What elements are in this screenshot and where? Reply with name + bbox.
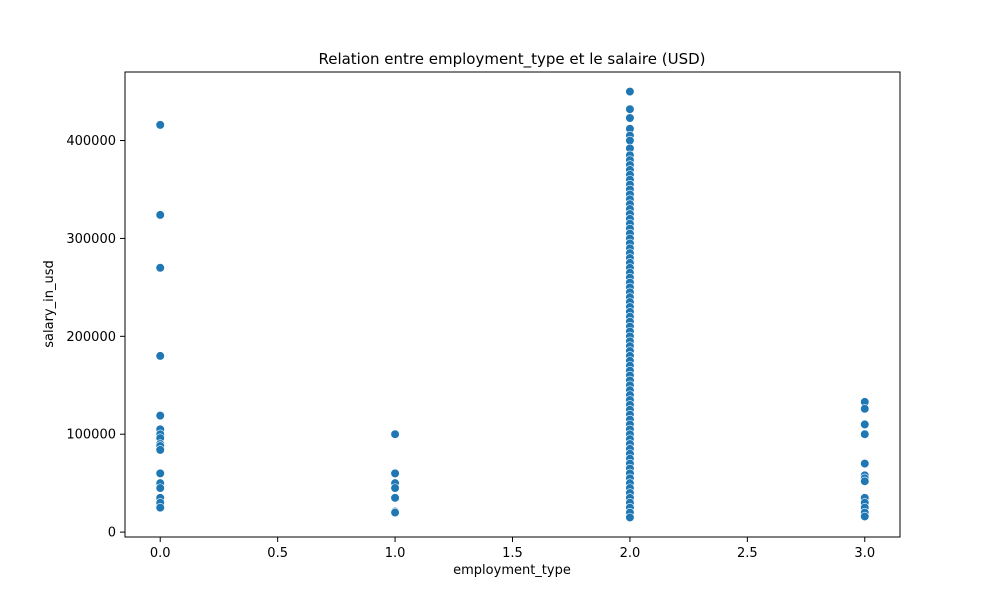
y-axis-label: salary_in_usd [42,260,57,347]
data-point [390,507,400,518]
data-point [625,135,635,146]
data-point [390,483,400,493]
x-tick-label: 0.0 [150,546,171,561]
y-tick-label: 200000 [66,330,116,345]
x-tick-label: 1.5 [502,546,523,561]
data-point [155,263,165,273]
data-points [155,86,870,523]
data-point [625,104,635,114]
x-axis-label: employment_type [453,563,571,578]
chart-title: Relation entre employment_type et le sal… [318,50,705,69]
data-point [390,429,400,439]
data-point [390,493,400,503]
data-point [155,445,165,455]
data-point [860,429,870,439]
data-point [155,411,165,421]
y-tick-label: 300000 [66,232,116,247]
y-tick-label: 100000 [66,428,116,443]
data-point [860,476,870,486]
plot-area [125,72,900,537]
y-tick-label: 0 [108,526,116,541]
x-tick-label: 2.0 [620,546,641,561]
y-axis-ticks: 0 100000 200000 300000 400000 [66,134,125,541]
x-tick-label: 3.0 [854,546,875,561]
data-point [390,468,400,478]
data-point [155,210,165,220]
data-point [860,458,870,469]
data-point [155,468,165,478]
x-axis-ticks: 0.0 0.5 1.0 1.5 2.0 2.5 3.0 [150,537,875,561]
data-point [625,113,635,123]
x-tick-label: 0.5 [267,546,288,561]
data-point [625,86,635,97]
data-point [155,503,165,513]
data-point [155,120,165,130]
data-point [860,404,870,414]
data-point [155,351,165,361]
x-tick-label: 1.0 [385,546,406,561]
x-tick-label: 2.5 [737,546,758,561]
y-tick-label: 400000 [66,134,116,149]
data-point [860,419,870,430]
data-point [860,511,870,522]
data-point [625,512,635,523]
data-point [155,483,165,493]
